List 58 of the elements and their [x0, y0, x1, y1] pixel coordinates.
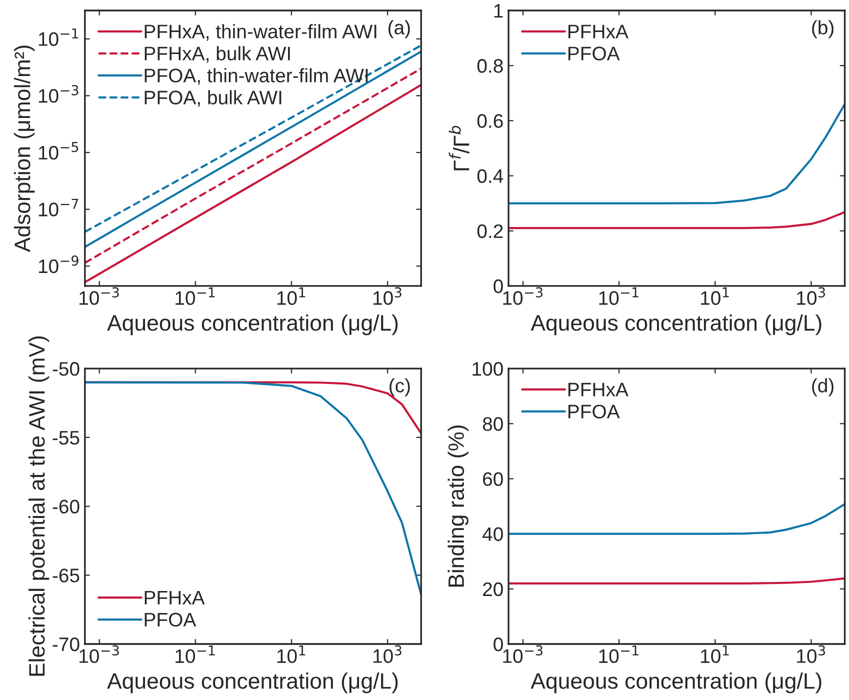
y-tick-label: -70 — [52, 637, 80, 652]
legend-label: PFHxA, thin-water-film AWI — [144, 24, 376, 41]
y-tick-label: 40 — [482, 527, 503, 542]
annotation: (a) — [388, 20, 410, 38]
legend-label: PFOA — [568, 46, 620, 60]
y-tick-label: -50 — [52, 362, 80, 376]
y-tick-label: 80 — [482, 417, 503, 431]
y-tick-label: -65 — [52, 568, 80, 582]
legend-label: PFHxA — [144, 590, 205, 604]
y-tick-label: 10$^{−3}$ — [38, 85, 78, 103]
y-tick-label: 0 — [494, 637, 503, 652]
y-tick-label: 10$^{−9}$ — [38, 255, 78, 274]
x-tick-label: 10$^{3}$ — [373, 645, 402, 663]
x-tick-label: 10$^{1}$ — [277, 287, 306, 305]
y-tick-label: 1 — [494, 4, 503, 18]
annotation: (d) — [812, 378, 834, 396]
y-tick-label: 10$^{−1}$ — [38, 28, 78, 46]
x-tick-label: 10$^{−3}$ — [80, 287, 119, 305]
x-axis-title: Aqueous concentration (μg/L) — [107, 672, 398, 694]
legend-label: PFHxA — [568, 24, 628, 38]
y-tick-label: 0.2 — [477, 224, 503, 238]
y-tick-label: 0.4 — [477, 169, 504, 183]
x-tick-label: 10$^{1}$ — [701, 287, 729, 305]
y-tick-label: 60 — [483, 472, 503, 486]
annotation: (b) — [812, 20, 834, 38]
x-tick-label: 10$^{−1}$ — [176, 287, 215, 305]
y-axis-title: Electrical potential at the AWI (mV) — [28, 336, 50, 676]
legend-label: PFOA — [144, 612, 196, 627]
y-tick-label: -55 — [52, 431, 80, 445]
x-tick-label: 10$^{3}$ — [797, 645, 826, 663]
y-axis-title: Binding ratio (%) — [448, 426, 468, 587]
y-tick-label: 0 — [494, 279, 503, 294]
y-tick-label: 10$^{−7}$ — [38, 198, 78, 216]
legend-label: PFHxA, bulk AWI — [144, 46, 290, 63]
x-tick-label: 10$^{−1}$ — [176, 645, 215, 664]
x-axis-title: Aqueous concentration (μg/L) — [107, 314, 398, 336]
legend-label: PFOA — [568, 404, 620, 418]
x-axis-title: Aqueous concentration (μg/L) — [530, 314, 822, 336]
x-axis-title: Aqueous concentration (μg/L) — [530, 672, 822, 694]
legend-label: PFOA, thin-water-film AWI — [144, 68, 368, 85]
x-tick-label: 10$^{3}$ — [373, 287, 402, 305]
y-tick-label: 20 — [483, 582, 503, 596]
y-axis-title: Adsorption (μmol/m²) — [14, 46, 35, 252]
x-tick-label: 10$^{1}$ — [277, 645, 306, 664]
x-tick-label: 10$^{−1}$ — [599, 287, 638, 305]
x-tick-label: 10$^{−3}$ — [80, 645, 119, 663]
legend-label: PFHxA — [568, 382, 628, 396]
x-tick-label: 10$^{−1}$ — [599, 645, 638, 664]
y-axis-title: Γ$^{f}$/Γ$^{b}$ — [448, 126, 470, 170]
y-tick-label: 100 — [472, 362, 503, 376]
x-tick-label: 10$^{1}$ — [701, 645, 729, 664]
y-tick-label: 0.6 — [477, 114, 503, 128]
x-tick-label: 10$^{3}$ — [797, 287, 826, 305]
y-tick-label: 0.8 — [477, 59, 503, 73]
annotation: (c) — [390, 378, 410, 396]
legend-label: PFOA, bulk AWI — [144, 90, 282, 107]
y-tick-label: 10$^{−5}$ — [38, 142, 78, 160]
y-tick-label: -60 — [52, 500, 80, 514]
